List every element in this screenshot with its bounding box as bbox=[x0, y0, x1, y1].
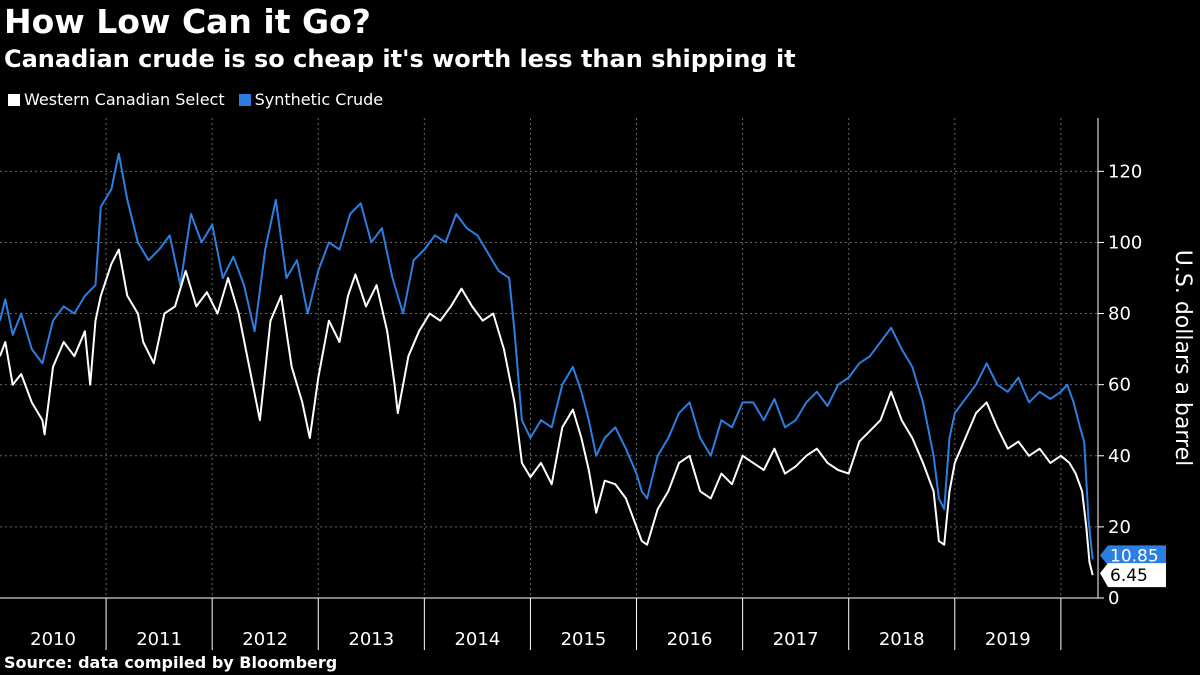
x-tick-label: 2013 bbox=[348, 629, 394, 650]
x-tick-label: 2012 bbox=[242, 629, 288, 650]
source-note: Source: data compiled by Bloomberg bbox=[4, 653, 338, 672]
x-tick-label: 2011 bbox=[136, 629, 182, 650]
y-axis-label: U.S. dollars a barrel bbox=[1170, 250, 1195, 466]
series-line-synthetic bbox=[0, 152, 1094, 560]
x-tick-label: 2017 bbox=[773, 629, 819, 650]
legend-item-wcs: Western Canadian Select bbox=[8, 90, 225, 109]
x-tick-label: 2015 bbox=[561, 629, 607, 650]
y-tick-label: 80 bbox=[1108, 304, 1131, 325]
y-tick-label: 120 bbox=[1108, 161, 1142, 182]
x-tick-label: 2019 bbox=[985, 629, 1031, 650]
legend-swatch-synthetic bbox=[238, 93, 251, 106]
y-tick-label: 100 bbox=[1108, 232, 1142, 253]
end-label-synthetic: 10.85 bbox=[1110, 546, 1159, 566]
series-line-wcs bbox=[0, 248, 1094, 576]
legend-label-wcs: Western Canadian Select bbox=[24, 90, 225, 109]
legend-item-synthetic: Synthetic Crude bbox=[238, 90, 384, 109]
legend: Western Canadian Select Synthetic Crude bbox=[8, 90, 383, 109]
chart-subtitle: Canadian crude is so cheap it's worth le… bbox=[4, 45, 796, 73]
legend-swatch-wcs bbox=[8, 93, 20, 106]
y-tick-label: 0 bbox=[1108, 588, 1119, 609]
chart-title: How Low Can it Go? bbox=[4, 2, 371, 41]
x-tick-label: 2014 bbox=[454, 629, 500, 650]
end-label-box-wcs bbox=[1100, 563, 1166, 588]
y-tick-label: 40 bbox=[1108, 446, 1131, 467]
x-tick-label: 2018 bbox=[879, 629, 925, 650]
end-label-wcs: 6.45 bbox=[1110, 566, 1148, 586]
y-tick-label: 20 bbox=[1108, 517, 1131, 538]
legend-label-synthetic: Synthetic Crude bbox=[254, 90, 384, 109]
end-label-box-synthetic bbox=[1100, 545, 1166, 566]
y-tick-label: 60 bbox=[1108, 375, 1131, 396]
x-tick-label: 2016 bbox=[667, 629, 713, 650]
x-tick-label: 2010 bbox=[30, 629, 76, 650]
